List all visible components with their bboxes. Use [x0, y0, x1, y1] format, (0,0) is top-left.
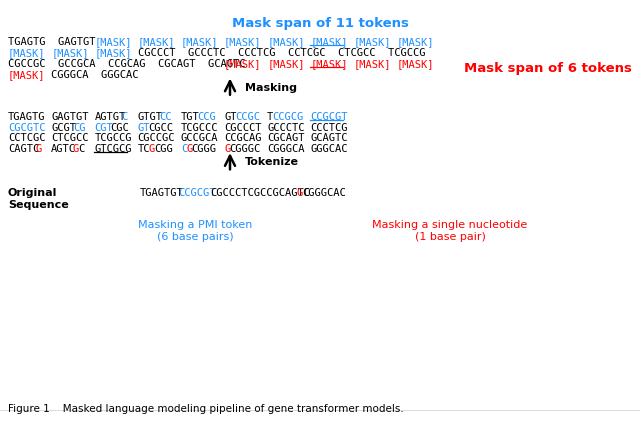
Text: [MASK]: [MASK]	[224, 59, 262, 69]
Text: CGCC: CGCC	[148, 122, 173, 132]
Text: CGC: CGC	[111, 122, 129, 132]
Text: CG: CG	[73, 122, 85, 132]
Text: CCGCAG: CCGCAG	[224, 133, 262, 143]
Text: GGGCAC: GGGCAC	[310, 144, 348, 154]
Text: CGG: CGG	[154, 144, 173, 154]
Text: GT: GT	[224, 111, 237, 121]
Text: AGTC: AGTC	[51, 144, 76, 154]
Text: CGGG: CGGG	[191, 144, 216, 154]
Text: G: G	[148, 144, 155, 154]
Text: [MASK]: [MASK]	[224, 37, 262, 47]
Text: CGCCCTCGCCGCAGTC: CGCCCTCGCCGCAGTC	[210, 188, 310, 198]
Text: G: G	[186, 144, 193, 154]
Text: GAGTGT: GAGTGT	[51, 111, 89, 121]
Text: CGCCGC: CGCCGC	[138, 133, 175, 143]
Text: TC: TC	[138, 144, 150, 154]
Text: TCGCCC: TCGCCC	[181, 122, 218, 132]
Text: CAGTC: CAGTC	[8, 144, 39, 154]
Text: Mask span of 11 tokens: Mask span of 11 tokens	[232, 17, 408, 30]
Text: [MASK]: [MASK]	[268, 37, 305, 47]
Text: CCTCGC: CCTCGC	[8, 133, 45, 143]
Text: G: G	[224, 144, 230, 154]
Text: GCCGCA: GCCGCA	[181, 133, 218, 143]
Text: TGAGTG  GAGTGT: TGAGTG GAGTGT	[8, 37, 108, 47]
Text: GCCCTC: GCCCTC	[268, 122, 305, 132]
Text: [MASK]: [MASK]	[310, 37, 348, 47]
Text: CC: CC	[159, 111, 172, 121]
Text: CGGGCA  GGGCAC: CGGGCA GGGCAC	[51, 69, 139, 79]
Text: [MASK]: [MASK]	[268, 59, 305, 69]
Text: [MASK]: [MASK]	[95, 48, 132, 58]
Text: [MASK]: [MASK]	[8, 48, 45, 58]
Text: CCCTCG: CCCTCG	[310, 122, 348, 132]
Text: Mask span of 6 tokens: Mask span of 6 tokens	[464, 62, 632, 75]
Text: CGGGC: CGGGC	[229, 144, 260, 154]
Text: GT: GT	[138, 122, 150, 132]
Text: G: G	[73, 144, 79, 154]
Text: CGCCGC  GCCGCA  CCGCAG  CGCAGT  GCAGTC: CGCCGC GCCGCA CCGCAG CGCAGT GCAGTC	[8, 59, 258, 69]
Text: [MASK]: [MASK]	[397, 37, 435, 47]
Text: [MASK]: [MASK]	[51, 48, 89, 58]
Text: GCGT: GCGT	[51, 122, 76, 132]
Text: TCGCCG: TCGCCG	[95, 133, 132, 143]
Text: CGCCCT: CGCCCT	[224, 122, 262, 132]
Text: [MASK]: [MASK]	[180, 37, 218, 47]
Text: [MASK]: [MASK]	[354, 59, 391, 69]
Text: C: C	[78, 144, 84, 154]
Text: TGAGTG: TGAGTG	[8, 111, 45, 121]
Text: GTGT: GTGT	[138, 111, 163, 121]
Text: C: C	[122, 111, 127, 121]
Text: CGGGCAC: CGGGCAC	[302, 188, 346, 198]
Text: Figure 1    Masked language modeling pipeline of gene transformer models.: Figure 1 Masked language modeling pipeli…	[8, 403, 404, 413]
Text: CCGCGT: CCGCGT	[310, 111, 348, 121]
Text: [MASK]: [MASK]	[138, 37, 175, 47]
Text: [MASK]: [MASK]	[353, 37, 391, 47]
Text: Tokenize: Tokenize	[245, 157, 299, 167]
Text: AGTGT: AGTGT	[95, 111, 125, 121]
Text: Masking a PMI token
(6 base pairs): Masking a PMI token (6 base pairs)	[138, 220, 252, 241]
Text: CGT: CGT	[95, 122, 113, 132]
Text: [MASK]: [MASK]	[95, 37, 132, 47]
Text: CGCGTC: CGCGTC	[8, 122, 45, 132]
Text: CGCCCT  GCCCTC  CCCTCG  CCTCGC  CTCGCC  TCGCCG: CGCCCT GCCCTC CCCTCG CCTCGC CTCGCC TCGCC…	[138, 48, 425, 58]
Text: GTCGCG: GTCGCG	[95, 144, 132, 154]
Text: TGT: TGT	[181, 111, 200, 121]
Text: C: C	[181, 144, 187, 154]
Text: Original
Sequence: Original Sequence	[8, 188, 68, 209]
Text: Masking a single nucleotide
(1 base pair): Masking a single nucleotide (1 base pair…	[372, 220, 527, 241]
Text: G: G	[296, 188, 303, 198]
Text: CCGC: CCGC	[235, 111, 260, 121]
Text: CTCGCC: CTCGCC	[51, 133, 89, 143]
Text: CGCAGT: CGCAGT	[268, 133, 305, 143]
Text: [MASK]: [MASK]	[310, 59, 348, 69]
Text: CCGCG: CCGCG	[273, 111, 304, 121]
Text: Masking: Masking	[245, 83, 297, 92]
Text: [MASK]: [MASK]	[8, 69, 45, 79]
Text: TGAGTGT: TGAGTGT	[140, 188, 184, 198]
Text: CGGGCA: CGGGCA	[268, 144, 305, 154]
Text: T: T	[268, 111, 273, 121]
Text: [MASK]: [MASK]	[397, 59, 435, 69]
Text: G: G	[35, 144, 41, 154]
Text: CCG: CCG	[197, 111, 216, 121]
Text: CCGCGT: CCGCGT	[178, 188, 215, 198]
Text: GCAGTC: GCAGTC	[310, 133, 348, 143]
